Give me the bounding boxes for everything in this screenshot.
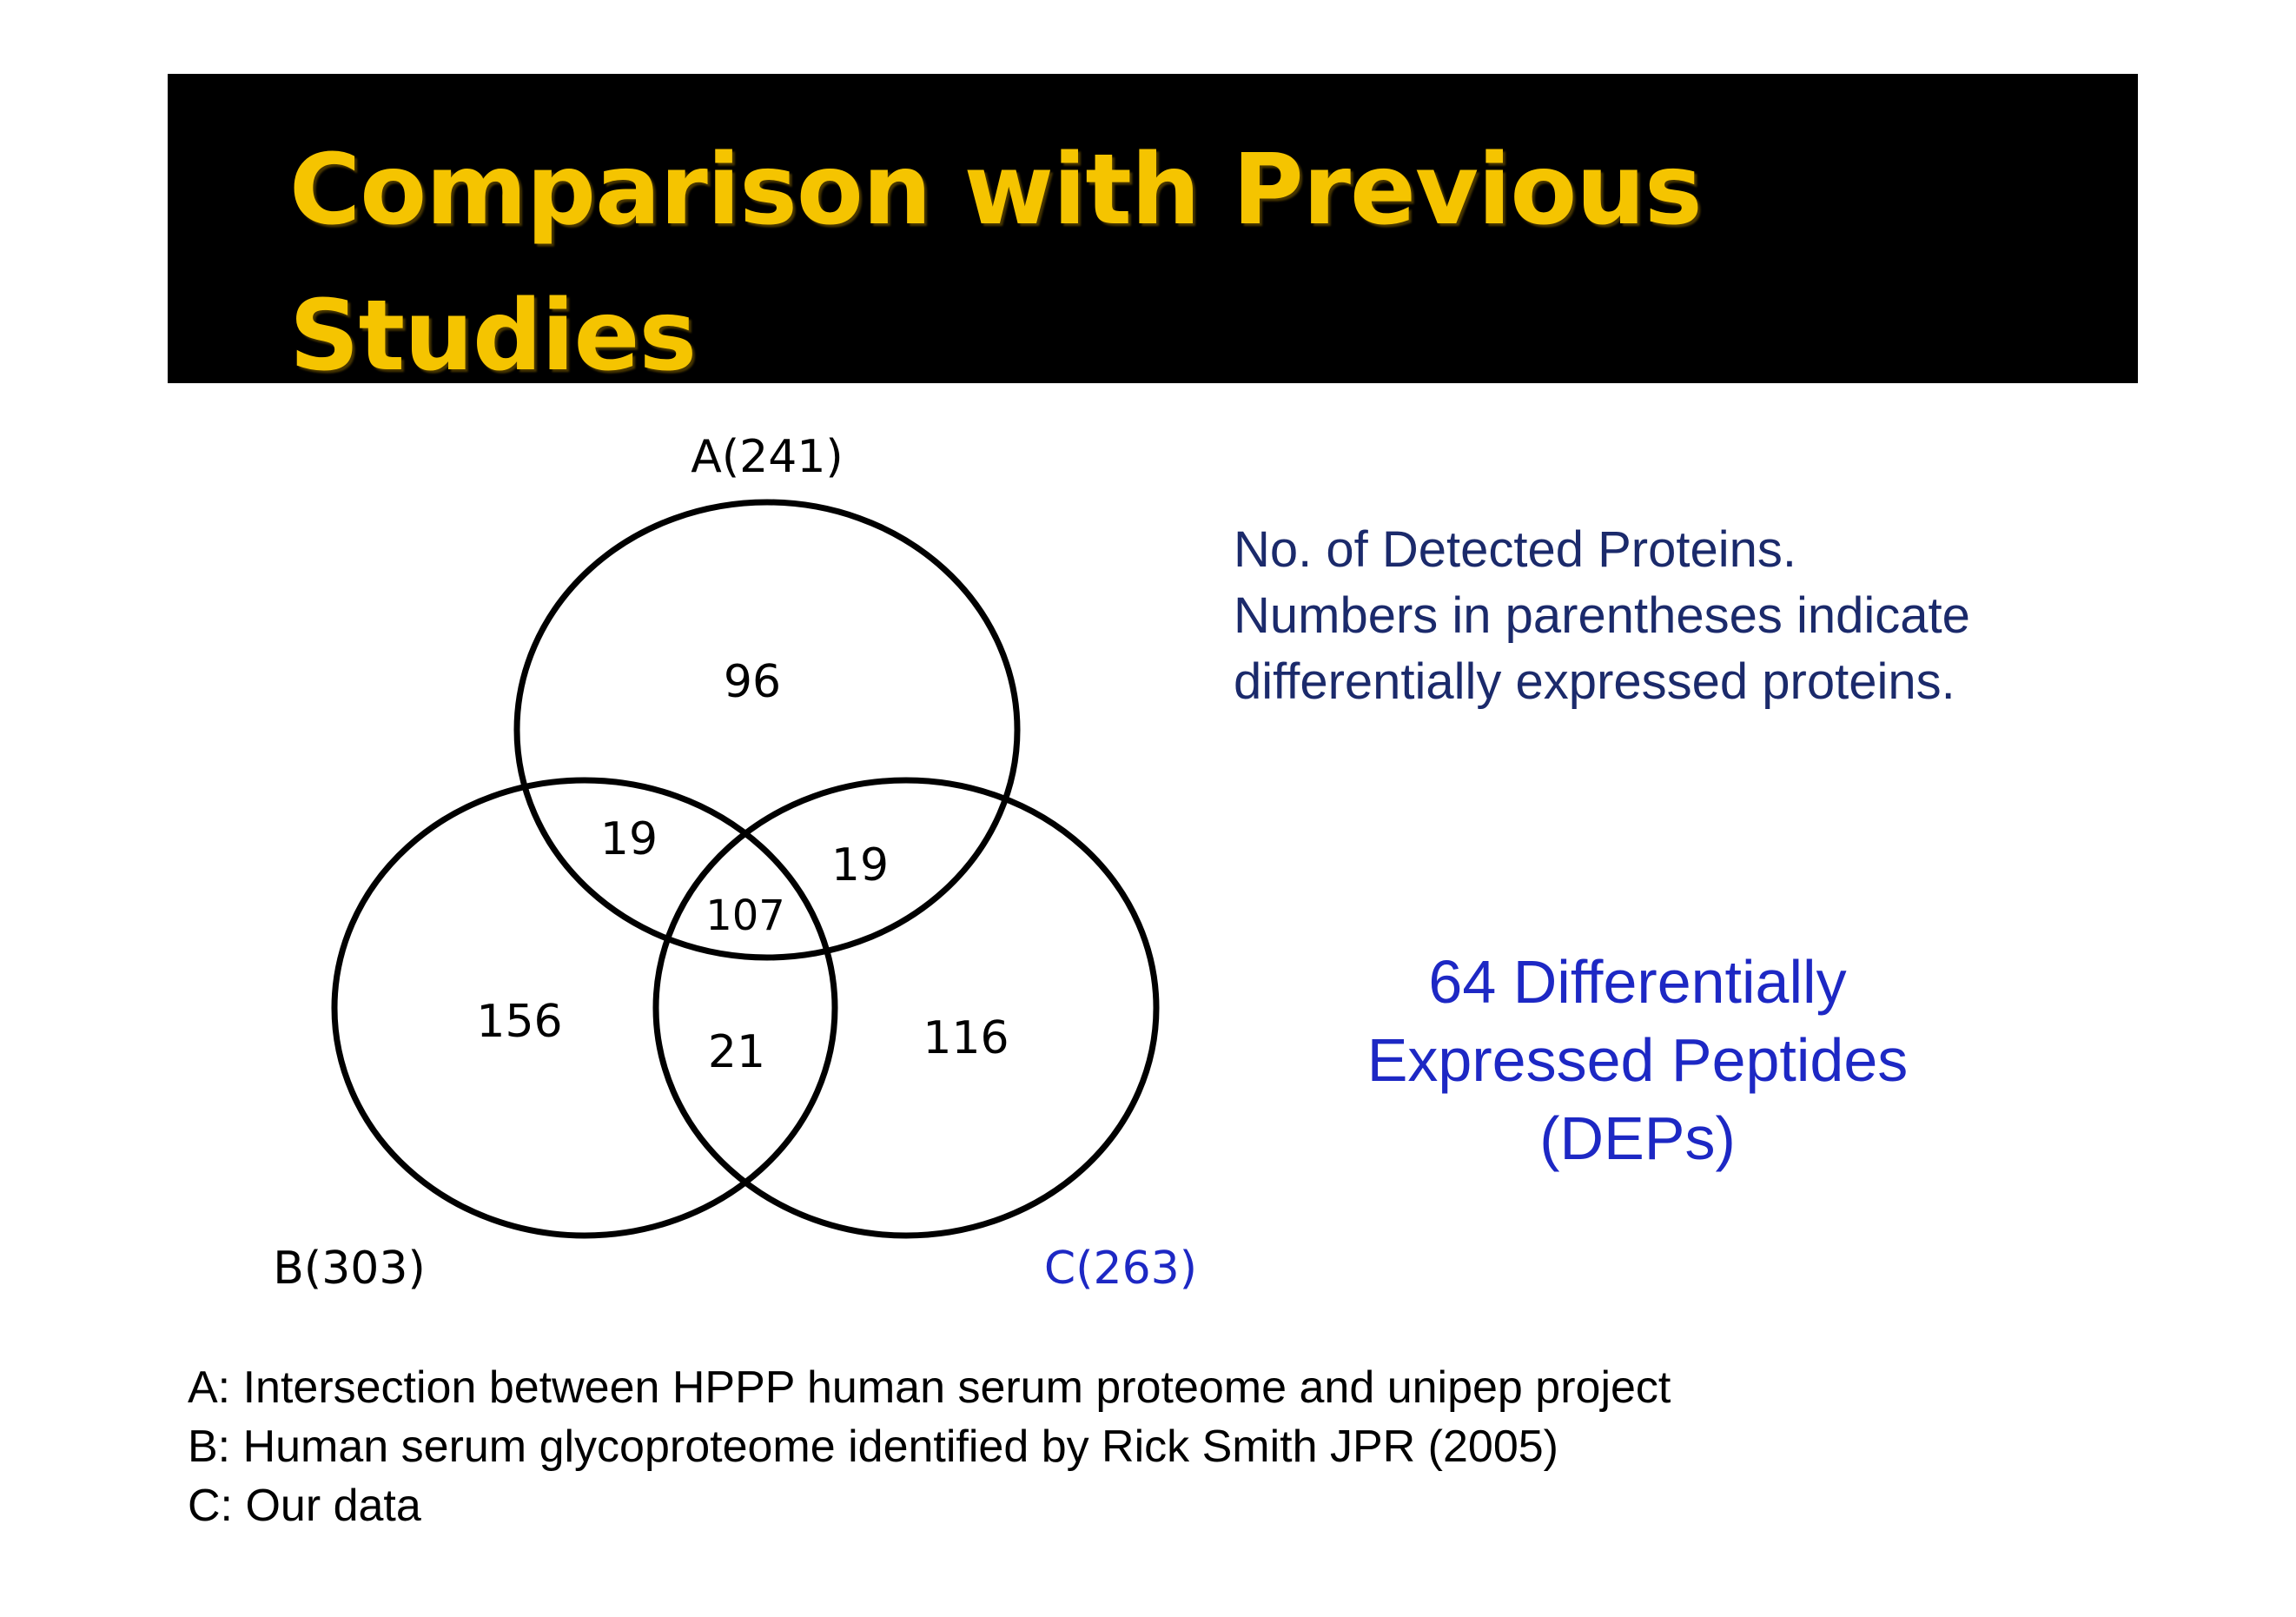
region-count-a-c: 19: [831, 839, 889, 891]
deps-line-2: Expressed Peptides: [1366, 1026, 1909, 1094]
venn-label-b: B(303): [273, 1243, 426, 1295]
venn-circle-a: [513, 499, 1021, 961]
note-line-3: differentially expressed proteins.: [1234, 653, 1955, 710]
venn-circle-c: [652, 777, 1160, 1239]
legend-item-c: C: Our data: [188, 1481, 421, 1531]
note-line-2: Numbers in parentheses indicate: [1234, 587, 1970, 644]
title-bar: Comparison with Previous Studies: [168, 74, 2138, 393]
slide-title-line-1: Comparison with Previous: [289, 134, 1703, 247]
deps-line-3: (DEPs): [1539, 1104, 1736, 1172]
region-count-a-b: 19: [600, 813, 658, 865]
region-count-b-c: 21: [708, 1026, 765, 1078]
legend-item-a: A: Intersection between HPPP human serum…: [188, 1362, 1671, 1413]
region-count-c-only: 116: [923, 1012, 1009, 1064]
deps-line-1: 64 Differentially: [1428, 948, 1847, 1016]
venn-label-c: C(263): [1044, 1243, 1197, 1295]
slide-title-line-2: Studies: [289, 280, 697, 393]
set-legend: A: Intersection between HPPP human serum…: [188, 1358, 1671, 1535]
note-line-1: No. of Detected Proteins.: [1234, 521, 1796, 578]
region-count-a-only: 96: [724, 656, 781, 708]
legend-item-b: B: Human serum glycoproteome identified …: [188, 1422, 1558, 1472]
venn-label-a: A(241): [691, 431, 843, 483]
slide-title: Comparison with Previous Studies: [289, 117, 1703, 409]
detected-proteins-note: No. of Detected Proteins. Numbers in par…: [1234, 517, 1970, 715]
region-count-b-only: 156: [476, 996, 562, 1048]
region-count-a-b-c: 107: [705, 891, 785, 940]
venn-circle-b: [331, 777, 838, 1239]
deps-callout: 64 Differentially Expressed Peptides (DE…: [1320, 943, 1955, 1177]
